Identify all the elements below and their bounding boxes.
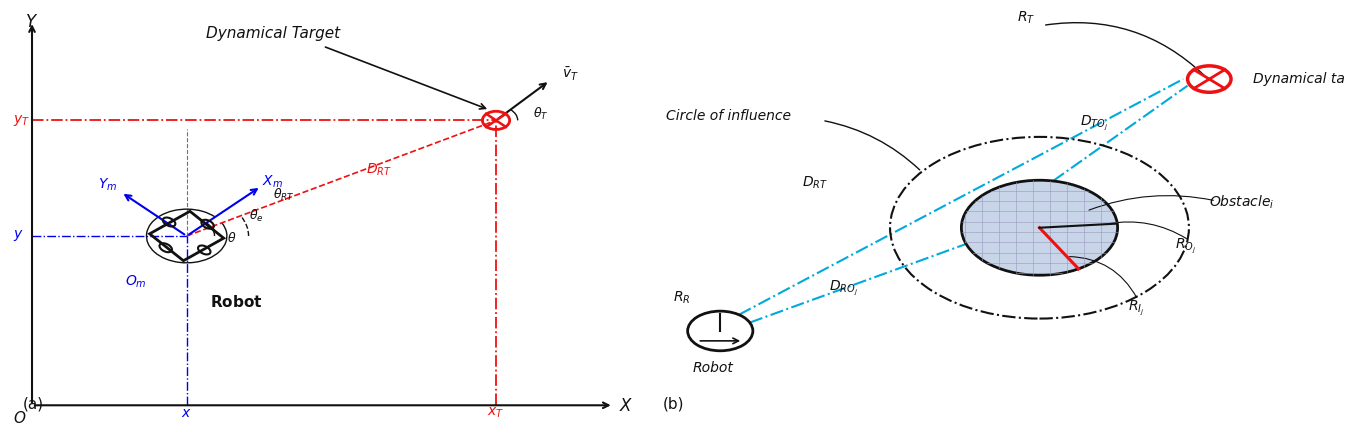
Text: Dynamical Target: Dynamical Target xyxy=(206,26,340,41)
Text: $R_{O_j}$: $R_{O_j}$ xyxy=(1176,237,1197,255)
Text: $\theta_e$: $\theta_e$ xyxy=(249,207,264,224)
Text: $\theta$: $\theta$ xyxy=(227,231,237,245)
Text: Dynamical target: Dynamical target xyxy=(1254,72,1345,86)
Text: $y$: $y$ xyxy=(13,229,24,243)
Text: $\theta_{RT}$: $\theta_{RT}$ xyxy=(273,187,295,203)
Text: (a): (a) xyxy=(23,396,44,412)
Text: Robot: Robot xyxy=(693,361,734,375)
Text: $\theta_T$: $\theta_T$ xyxy=(533,106,549,123)
Text: Circle of influence: Circle of influence xyxy=(666,109,791,123)
Text: $R_{I_j}$: $R_{I_j}$ xyxy=(1127,299,1145,317)
Text: $\bar{v}_T$: $\bar{v}_T$ xyxy=(562,66,580,83)
Text: $X_m$: $X_m$ xyxy=(261,174,282,190)
Text: $O$: $O$ xyxy=(13,410,27,426)
Text: $D_{RT}$: $D_{RT}$ xyxy=(366,162,393,178)
Text: (b): (b) xyxy=(663,396,685,412)
Text: $x_T$: $x_T$ xyxy=(487,405,504,420)
Text: $x$: $x$ xyxy=(182,406,192,420)
Text: $R_R$: $R_R$ xyxy=(672,290,690,306)
Text: $R_T$: $R_T$ xyxy=(1017,9,1036,26)
Text: $D_{RO_j}$: $D_{RO_j}$ xyxy=(829,278,858,297)
Text: $Y$: $Y$ xyxy=(26,13,39,31)
Text: $D_{TO_j}$: $D_{TO_j}$ xyxy=(1080,113,1108,131)
Text: $Y_m$: $Y_m$ xyxy=(98,177,117,193)
Circle shape xyxy=(962,180,1118,275)
Text: $X$: $X$ xyxy=(619,397,633,415)
Text: $O_m$: $O_m$ xyxy=(125,274,147,290)
Text: $\bf{Robot}$: $\bf{Robot}$ xyxy=(210,294,262,310)
Text: $y_T$: $y_T$ xyxy=(13,113,31,128)
Text: $Obstacle_i$: $Obstacle_i$ xyxy=(1209,194,1275,211)
Text: $D_{RT}$: $D_{RT}$ xyxy=(802,174,827,191)
